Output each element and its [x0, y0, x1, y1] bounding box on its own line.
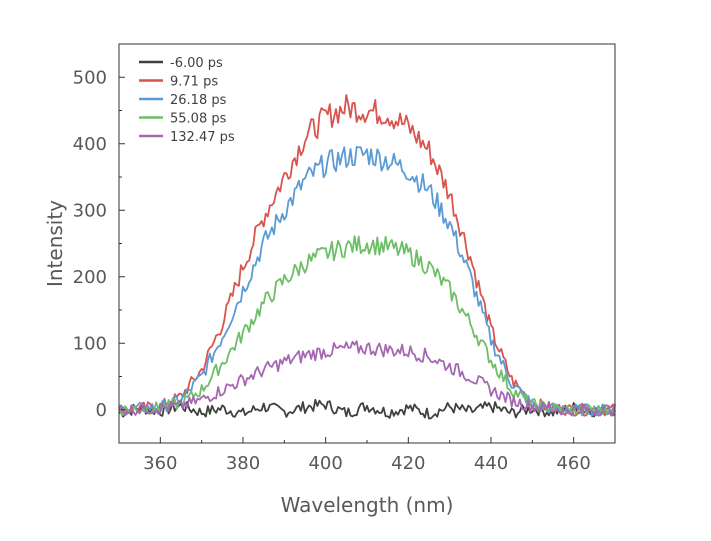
- legend-label-4: 132.47 ps: [170, 130, 235, 145]
- y-tick-label: 500: [73, 67, 107, 88]
- x-tick-label: 440: [474, 453, 508, 474]
- legend-label-2: 26.18 ps: [170, 93, 227, 108]
- series-group: [118, 94, 616, 420]
- legend-label-1: 9.71 ps: [170, 75, 218, 90]
- x-tick-label: 420: [391, 453, 425, 474]
- y-axis-label: Intensity: [43, 200, 67, 287]
- legend-label-0: -6.00 ps: [170, 56, 223, 71]
- legend: -6.00 ps 9.71 ps 26.18 ps 55.08 ps 132.47 ps: [139, 56, 235, 145]
- series-line-0: [118, 398, 616, 420]
- x-tick-label: 460: [556, 453, 590, 474]
- x-axis-label: Wavelength (nm): [281, 493, 454, 517]
- y-tick-label: 100: [73, 333, 107, 354]
- y-tick-label: 300: [73, 200, 107, 221]
- x-tick-label: 400: [308, 453, 342, 474]
- legend-label-3: 55.08 ps: [170, 112, 227, 127]
- y-tick-label: 400: [73, 134, 107, 155]
- y-tick-label: 0: [96, 400, 107, 421]
- x-tick-label: 360: [143, 453, 177, 474]
- x-axis-ticks: 360 380 400 420 440 460: [118, 437, 616, 474]
- y-tick-label: 200: [73, 267, 107, 288]
- series-line-4: [118, 340, 616, 417]
- y-axis-ticks: 0 100 200 300 400 500: [73, 67, 125, 421]
- x-tick-label: 380: [226, 453, 260, 474]
- series-line-3: [118, 235, 616, 417]
